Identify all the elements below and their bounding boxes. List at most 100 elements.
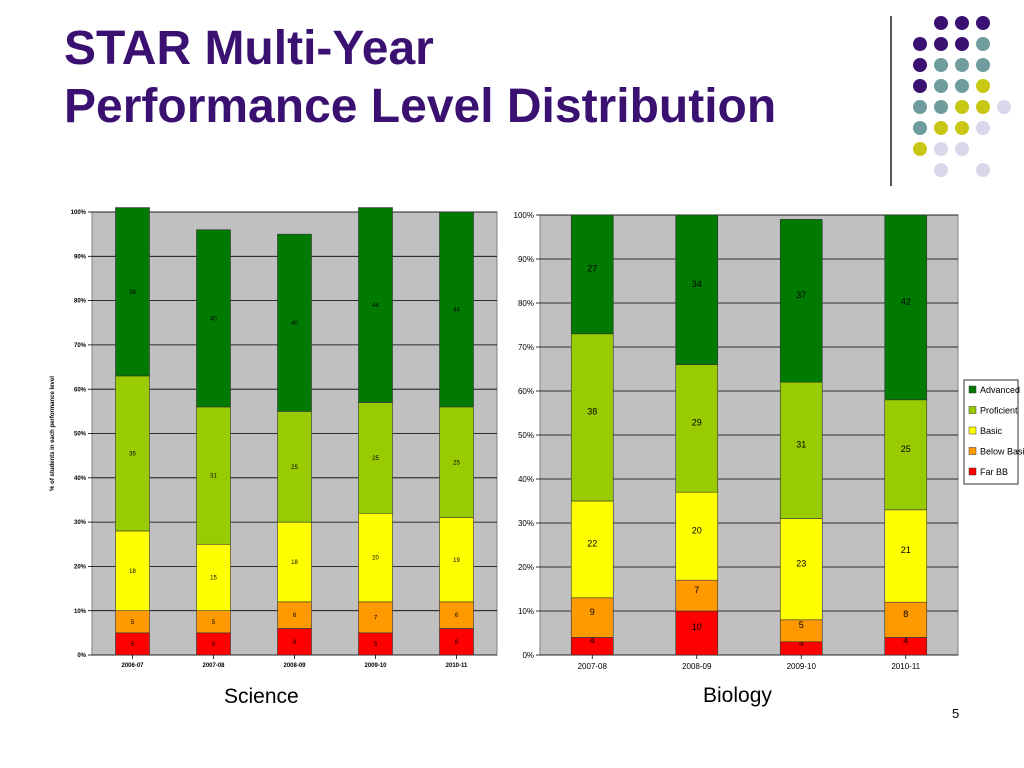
legend-label: Basic	[980, 426, 1003, 436]
y-tick-label: 100%	[71, 210, 87, 216]
data-label: 42	[901, 297, 911, 307]
data-label: 25	[901, 444, 911, 454]
decorative-dot	[934, 142, 948, 156]
decorative-dot	[934, 121, 948, 135]
bar-segment	[358, 402, 393, 514]
bar-segment	[675, 364, 719, 493]
decorative-dot	[913, 100, 927, 114]
legend-swatch	[968, 447, 977, 455]
decorative-dot	[976, 58, 990, 72]
x-tick-label: 2007-08	[202, 663, 225, 669]
data-label: 6	[455, 613, 459, 619]
data-label: 31	[796, 440, 806, 450]
decorative-dot	[913, 58, 927, 72]
legend-swatch	[968, 406, 977, 414]
y-tick-label: 30%	[74, 520, 87, 526]
decorative-dot	[913, 142, 927, 156]
y-tick-label: 50%	[518, 431, 534, 440]
data-label: 23	[796, 558, 806, 568]
data-label: 8	[903, 609, 908, 619]
decorative-dot	[955, 16, 969, 30]
x-tick-label: 2009-10	[364, 663, 387, 669]
y-tick-label: 20%	[74, 565, 87, 571]
bar-segment	[884, 509, 928, 603]
data-label: 4	[590, 635, 595, 645]
y-tick-label: 20%	[518, 563, 534, 572]
data-label: 5	[212, 642, 216, 648]
bar-segment	[115, 207, 150, 377]
bar-segment	[115, 375, 150, 532]
legend-swatch	[968, 467, 977, 476]
y-tick-label: 40%	[518, 475, 534, 484]
legend-swatch	[968, 385, 977, 394]
decorative-dot	[955, 142, 969, 156]
decorative-dot	[955, 37, 969, 51]
y-tick-label: 90%	[518, 255, 534, 264]
bar-segment	[884, 399, 928, 511]
decorative-dot	[976, 121, 990, 135]
bar-segment	[439, 628, 474, 656]
data-label: 37	[796, 290, 806, 300]
data-label: 19	[453, 558, 460, 564]
data-label: 6	[293, 640, 297, 646]
data-label: 44	[453, 308, 460, 314]
slide-title-line-1: STAR Multi-Year	[64, 22, 434, 75]
data-label: 6	[293, 613, 297, 619]
bar-segment	[570, 597, 614, 638]
y-tick-label: 10%	[74, 609, 87, 615]
bar-segment	[675, 579, 719, 612]
y-tick-label: 100%	[514, 211, 534, 220]
data-label: 34	[692, 279, 702, 289]
decorative-dot	[976, 16, 990, 30]
legend-label: Advanced	[980, 385, 1020, 395]
bar-segment	[779, 381, 823, 519]
biology-chart-svg: 0%10%20%30%40%50%60%70%80%90%100%4922382…	[514, 211, 1024, 671]
data-label: 20	[372, 556, 379, 562]
legend-swatch	[968, 426, 977, 435]
x-tick-label: 2008-09	[682, 662, 712, 671]
bar-segment	[439, 406, 474, 518]
bar-segment	[884, 214, 928, 401]
data-label: 6	[455, 640, 459, 646]
bar-segment	[196, 406, 231, 545]
data-label: 5	[131, 620, 135, 626]
y-tick-label: 80%	[518, 299, 534, 308]
decorative-dot	[976, 79, 990, 93]
decorative-dot	[913, 121, 927, 135]
decorative-dot	[913, 79, 927, 93]
data-label: 20	[692, 525, 702, 535]
y-tick-label: 60%	[74, 387, 87, 393]
data-label: 5	[374, 642, 378, 648]
bar-segment	[196, 543, 231, 611]
decorative-dot	[976, 100, 990, 114]
data-label: 25	[453, 460, 460, 466]
data-label: 3	[799, 638, 804, 648]
bar-segment	[277, 411, 312, 523]
bar-segment	[675, 610, 719, 656]
y-tick-label: 70%	[518, 343, 534, 352]
data-label: 18	[291, 560, 298, 566]
data-label: 7	[374, 615, 378, 621]
data-label: 10	[692, 622, 702, 632]
y-tick-label: 80%	[74, 299, 87, 305]
data-label: 5	[799, 620, 804, 630]
data-label: 15	[210, 576, 217, 582]
bar-segment	[439, 211, 474, 408]
bar-segment	[570, 500, 614, 599]
bar-segment	[675, 214, 719, 365]
decorative-dot	[934, 16, 948, 30]
data-label: 40	[291, 321, 298, 327]
bar-segment	[277, 601, 312, 629]
decorative-dot	[976, 163, 990, 177]
x-tick-label: 2010-11	[891, 662, 920, 671]
biology-chart-caption: Biology	[703, 684, 772, 707]
y-tick-label: 30%	[518, 519, 534, 528]
decorative-dot	[934, 79, 948, 93]
slide-title: STAR Multi-Year Performance Level Distri…	[64, 20, 776, 136]
y-tick-label: 60%	[518, 387, 534, 396]
data-label: 21	[901, 545, 911, 555]
bar-segment	[570, 214, 614, 335]
bar-segment	[358, 207, 393, 403]
slide-title-line-2: Performance Level Distribution	[64, 80, 777, 133]
x-tick-label: 2009-10	[787, 662, 817, 671]
